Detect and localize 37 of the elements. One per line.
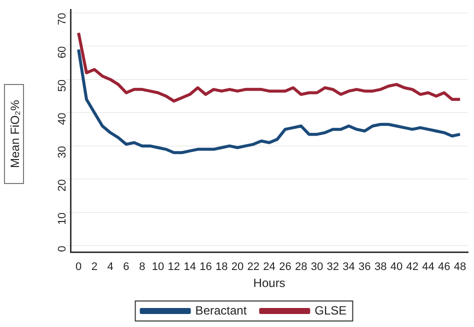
x-tick-label: 44 — [422, 261, 434, 274]
x-axis-title: Hours — [253, 276, 286, 290]
x-tick-label: 4 — [107, 261, 114, 274]
x-tick-label: 40 — [390, 261, 403, 274]
x-tick-label: 10 — [152, 261, 164, 274]
x-tick-label: 14 — [184, 261, 196, 274]
legend-label: GLSE — [314, 303, 347, 318]
x-tick-label: 26 — [279, 261, 292, 274]
y-tick-label: 20 — [56, 179, 69, 192]
x-tick-label: 18 — [215, 261, 228, 274]
x-tick-label: 28 — [294, 261, 308, 274]
x-tick-label: 0 — [75, 261, 82, 274]
x-tick-label: 12 — [168, 261, 180, 274]
x-tick-label: 42 — [406, 261, 418, 274]
legend-label: Beractant — [195, 303, 248, 318]
x-tick-label: 38 — [374, 261, 387, 274]
x-tick-label: 48 — [454, 261, 466, 274]
y-axis-title: Mean FiO₂% — [4, 84, 24, 184]
y-tick-label: 10 — [56, 212, 69, 225]
x-tick-label: 36 — [358, 261, 371, 274]
y-tick-label: 70 — [56, 12, 69, 26]
y-tick-label: 40 — [56, 112, 69, 125]
x-tick-label: 46 — [438, 261, 450, 274]
x-tick-label: 8 — [139, 261, 146, 274]
x-tick-label: 30 — [310, 261, 324, 274]
x-tick-label: 2 — [91, 261, 98, 274]
x-tick-label: 24 — [263, 261, 276, 274]
y-tick-label: 30 — [56, 146, 69, 158]
y-tick-label: 50 — [56, 79, 69, 92]
y-tick-label: 0 — [56, 246, 69, 252]
y-tick-label: 60 — [56, 46, 69, 58]
x-tick-label: 6 — [123, 261, 130, 274]
x-tick-label: 32 — [326, 261, 340, 274]
x-tick-label: 22 — [247, 261, 260, 274]
x-tick-label: 20 — [231, 261, 244, 274]
x-tick-label: 16 — [200, 261, 212, 274]
x-tick-label: 34 — [342, 261, 355, 274]
